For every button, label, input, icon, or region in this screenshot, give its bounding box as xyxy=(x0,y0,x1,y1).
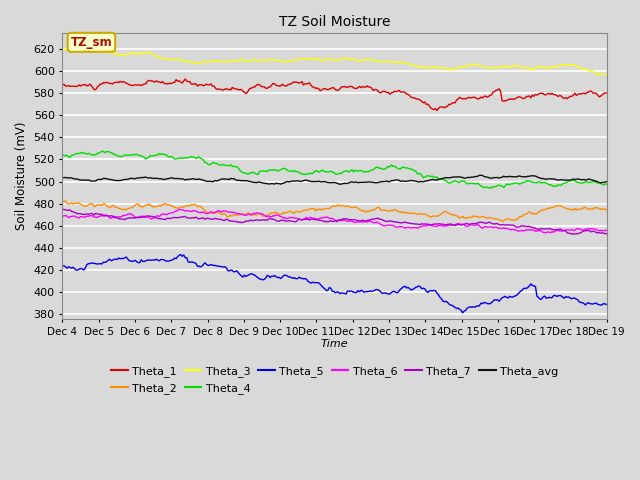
Theta_5 xyxy=(603,301,611,307)
Theta_5 xyxy=(241,272,248,278)
Theta_1 xyxy=(575,91,583,96)
Line: Theta_6: Theta_6 xyxy=(63,209,607,233)
Theta_avg xyxy=(125,176,133,182)
Theta_4 xyxy=(127,152,134,158)
Theta_2 xyxy=(61,198,69,204)
Theta_2 xyxy=(241,211,248,217)
Theta_1 xyxy=(298,79,306,84)
Theta_6 xyxy=(125,211,133,216)
Theta_5 xyxy=(298,276,306,281)
Theta_avg xyxy=(296,179,304,184)
Theta_2 xyxy=(603,207,611,213)
Theta_7 xyxy=(575,230,583,236)
X-axis label: Time: Time xyxy=(321,339,348,349)
Line: Theta_1: Theta_1 xyxy=(63,79,607,110)
Theta_7 xyxy=(298,217,306,223)
Theta_6 xyxy=(542,230,550,236)
Theta_avg xyxy=(575,176,583,182)
Title: TZ Soil Moisture: TZ Soil Moisture xyxy=(279,15,390,29)
Theta_4 xyxy=(241,170,248,176)
Theta_6 xyxy=(175,206,183,212)
Theta_3 xyxy=(59,47,67,53)
Line: Theta_avg: Theta_avg xyxy=(63,175,607,184)
Theta_3 xyxy=(222,60,230,65)
Theta_3 xyxy=(298,56,306,61)
Theta_3 xyxy=(241,58,248,63)
Line: Theta_2: Theta_2 xyxy=(63,201,607,221)
Theta_1 xyxy=(59,82,67,88)
Theta_4 xyxy=(59,152,67,158)
Theta_3 xyxy=(60,46,68,52)
Theta_4 xyxy=(222,163,230,168)
Theta_5 xyxy=(575,299,583,305)
Line: Theta_4: Theta_4 xyxy=(63,151,607,188)
Theta_3 xyxy=(127,51,134,57)
Theta_7 xyxy=(60,206,68,212)
Theta_6 xyxy=(222,208,230,214)
Theta_6 xyxy=(250,210,257,216)
Theta_2 xyxy=(127,205,134,211)
Theta_2 xyxy=(250,211,257,217)
Legend: Theta_1, Theta_2, Theta_3, Theta_4, Theta_5, Theta_6, Theta_7, Theta_avg: Theta_1, Theta_2, Theta_3, Theta_4, Thet… xyxy=(111,366,558,394)
Theta_1 xyxy=(181,76,189,82)
Theta_1 xyxy=(222,86,230,92)
Theta_4 xyxy=(250,169,257,175)
Theta_7 xyxy=(59,207,67,213)
Theta_2 xyxy=(59,199,67,204)
Theta_2 xyxy=(499,218,506,224)
Theta_6 xyxy=(298,217,306,223)
Theta_7 xyxy=(241,219,248,225)
Theta_avg xyxy=(239,178,246,183)
Theta_6 xyxy=(59,213,67,218)
Line: Theta_7: Theta_7 xyxy=(63,209,607,234)
Theta_6 xyxy=(603,228,611,233)
Line: Theta_3: Theta_3 xyxy=(63,49,607,75)
Theta_2 xyxy=(575,206,583,212)
Theta_2 xyxy=(298,208,306,214)
Theta_1 xyxy=(250,84,257,90)
Theta_5 xyxy=(125,258,133,264)
Theta_7 xyxy=(603,231,611,237)
Theta_avg xyxy=(336,181,344,187)
Theta_avg xyxy=(221,176,228,182)
Theta_5 xyxy=(459,310,467,316)
Theta_1 xyxy=(433,108,441,113)
Theta_avg xyxy=(59,175,67,180)
Theta_6 xyxy=(575,226,583,232)
Theta_6 xyxy=(241,213,248,218)
Theta_3 xyxy=(250,57,257,63)
Theta_5 xyxy=(59,263,67,269)
Line: Theta_5: Theta_5 xyxy=(63,254,607,313)
Theta_2 xyxy=(222,213,230,218)
Theta_5 xyxy=(177,252,184,257)
Theta_7 xyxy=(222,216,230,222)
Theta_avg xyxy=(248,179,256,185)
Theta_4 xyxy=(603,181,611,187)
Theta_1 xyxy=(241,89,248,95)
Theta_5 xyxy=(250,272,257,277)
Theta_avg xyxy=(476,172,483,178)
Theta_7 xyxy=(570,231,577,237)
Theta_4 xyxy=(484,185,492,191)
Theta_3 xyxy=(574,63,582,69)
Theta_3 xyxy=(603,72,611,78)
Theta_7 xyxy=(127,215,134,221)
Theta_1 xyxy=(125,82,133,88)
Theta_4 xyxy=(298,171,306,177)
Theta_1 xyxy=(603,90,611,96)
Theta_5 xyxy=(222,265,230,271)
Theta_avg xyxy=(603,179,611,184)
Theta_7 xyxy=(250,217,257,223)
Y-axis label: Soil Moisture (mV): Soil Moisture (mV) xyxy=(15,122,28,230)
Theta_4 xyxy=(575,180,583,186)
Text: TZ_sm: TZ_sm xyxy=(70,36,112,49)
Theta_4 xyxy=(98,148,106,154)
